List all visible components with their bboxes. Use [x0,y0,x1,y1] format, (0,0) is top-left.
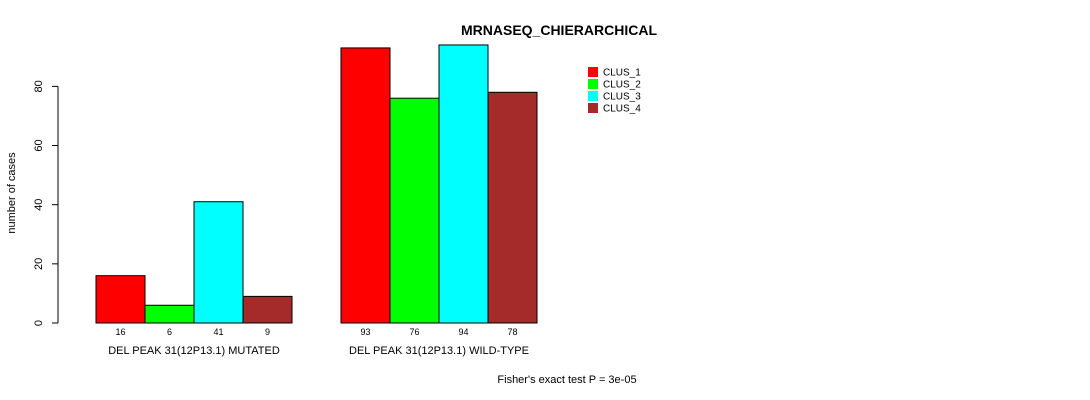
bar-value-label: 9 [265,327,270,337]
y-axis-label: number of cases [6,152,18,234]
group-label: DEL PEAK 31(12P13.1) MUTATED [108,345,280,357]
bar [389,97,440,324]
bar-value-label: 93 [360,327,370,337]
bar-value-label: 6 [167,327,172,337]
bar [95,275,146,324]
bar-value-label: 78 [507,327,517,337]
legend-swatch [588,79,598,89]
bar [144,304,195,324]
legend-label: CLUS_2 [603,80,641,91]
bar-value-label: 41 [213,327,223,337]
bar-value-label: 16 [115,327,125,337]
legend-swatch [588,91,598,101]
bar [242,295,293,324]
y-tick-label: 0 [33,320,45,326]
fisher-test-footer: Fisher's exact test P = 3e-05 [497,374,636,386]
bar [438,44,489,324]
y-tick-label: 60 [33,139,45,151]
legend-swatch [588,67,598,77]
bar-value-label: 94 [458,327,468,337]
legend-label: CLUS_1 [603,68,641,79]
bar-value-label: 76 [409,327,419,337]
legend-swatch [588,103,598,113]
bars: 16 6 41 9 DEL PEAK 31(12P13.1) MUTATED 93 76 94… [95,44,538,357]
y-axis: 0 20 40 60 80 [33,80,59,326]
y-tick-label: 80 [33,80,45,92]
group-label: DEL PEAK 31(12P13.1) WILD-TYPE [349,345,529,357]
legend-label: CLUS_4 [603,104,641,115]
bar [487,91,538,324]
y-tick-label: 20 [33,258,45,270]
legend-label: CLUS_3 [603,92,641,103]
bar [340,47,391,324]
bar [193,201,244,324]
chart-title: MRNASEQ_CHIERARCHICAL [461,22,657,38]
y-tick-label: 40 [33,199,45,211]
